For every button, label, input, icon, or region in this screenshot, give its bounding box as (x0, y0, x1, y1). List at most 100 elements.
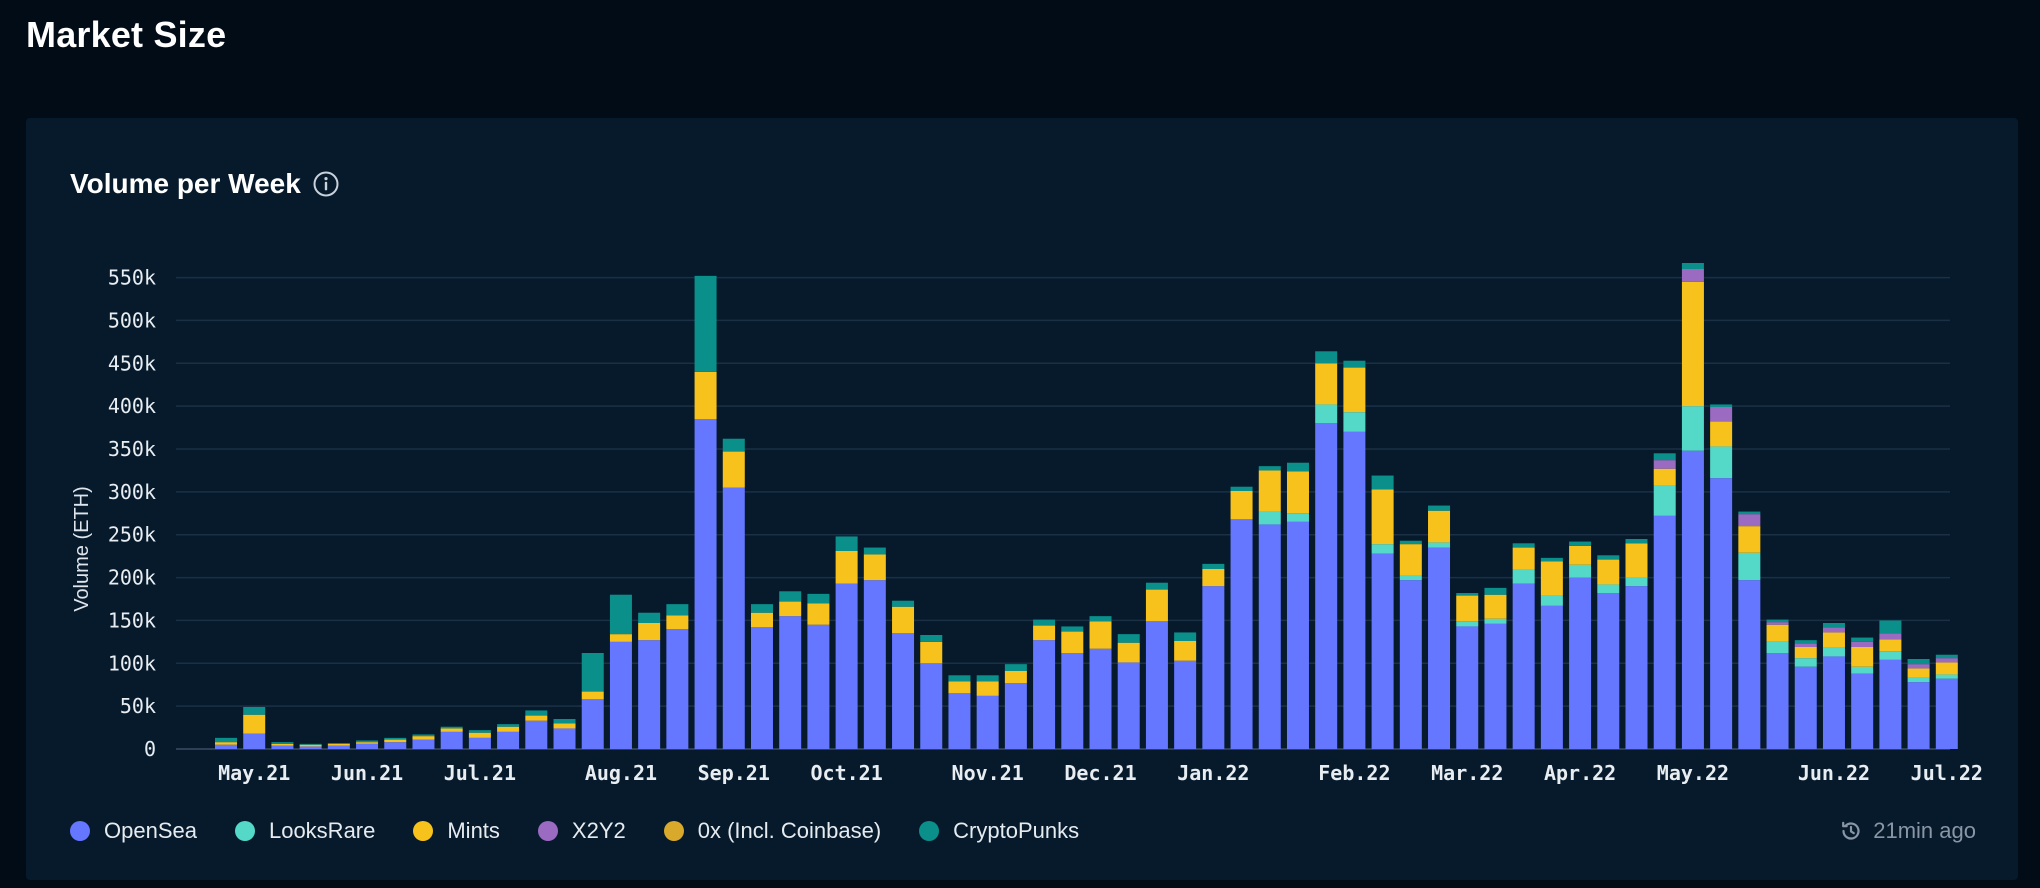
bar-segment-cryptopunks (1145, 582, 1168, 590)
legend-item[interactable]: 0x (Incl. Coinbase) (663, 818, 881, 844)
bar-segment-looksrare (1710, 446, 1733, 479)
legend-item[interactable]: Mints (413, 818, 500, 844)
chart-title: Volume per Week (70, 168, 339, 200)
clock-history-icon (1842, 821, 1860, 840)
bar-segment-cryptopunks (638, 612, 661, 623)
bar-segment-cryptopunks (1484, 587, 1507, 595)
bar-segment-mints (976, 681, 999, 696)
x-tick-label: Jan.22 (1177, 761, 1249, 785)
bar-segment-mints (327, 743, 350, 746)
bar-segment-mints (1315, 363, 1338, 405)
bar-segment-mints (638, 623, 661, 641)
bar-segment-mints (920, 641, 943, 664)
bar-segment-opensea (553, 728, 576, 749)
bar-segment-cryptopunks (1794, 640, 1817, 644)
x-tick-label: Jul.21 (444, 761, 516, 785)
bar-segment-opensea (807, 624, 830, 749)
bar-segment-mints (948, 681, 971, 694)
bar-segment-opensea (750, 627, 773, 749)
legend-swatch (537, 821, 558, 841)
chart-card: Volume per Week 0 50k 100k 150k 200k 250k 300k… (26, 118, 2018, 880)
bar-segment-mints (1089, 621, 1112, 649)
bar-segment-mints (440, 728, 463, 732)
bar-segment-cryptopunks (271, 742, 294, 744)
bar-segment-looksrare (1794, 658, 1817, 667)
legend-item[interactable]: CryptoPunks (919, 818, 1079, 844)
bar-segment-mints (1428, 510, 1451, 543)
bar-segment-x2y2 (1879, 633, 1902, 640)
bar-segment-cryptopunks (1399, 540, 1422, 545)
bar-segment-opensea (1484, 623, 1507, 749)
bar-segment-opensea (243, 733, 266, 749)
bar-segment-mints (807, 603, 830, 625)
bar-segment-looksrare (1258, 511, 1281, 525)
bar-segment-looksrare (1653, 485, 1676, 516)
bar-segment-opensea (1371, 553, 1394, 749)
bar-segment-mints (1766, 624, 1789, 642)
bar-segment-opensea (1315, 423, 1338, 749)
bar-segment-cryptopunks (1174, 632, 1197, 641)
bar-segment-cryptopunks (1202, 563, 1225, 569)
bar-segment-opensea (1710, 478, 1733, 749)
bar-segment-opensea (1738, 580, 1761, 749)
bar-segment-mints (1004, 671, 1027, 683)
bar-segment-looksrare (1822, 647, 1845, 657)
bar-segment-looksrare (1907, 677, 1930, 683)
bar-segment-opensea (976, 695, 999, 749)
info-icon[interactable] (313, 171, 339, 197)
bar-segment-cryptopunks (497, 724, 520, 727)
bar-segment-opensea (1230, 519, 1253, 749)
bar-segment-opensea (384, 742, 407, 749)
bar-segment-cryptopunks (948, 675, 971, 682)
x-tick-label: Sep.21 (698, 761, 770, 785)
legend-swatch (413, 821, 434, 841)
y-tick-label: 150k (108, 608, 156, 632)
bar-segment-mints (1286, 471, 1309, 514)
bar-segment-opensea (1822, 656, 1845, 749)
bar-segment-mints (1681, 281, 1704, 407)
legend-item[interactable]: X2Y2 (537, 818, 626, 844)
y-tick-label: 350k (108, 437, 156, 461)
bar-segment-x2y2 (1681, 269, 1704, 282)
bar-segment-mints (1145, 589, 1168, 622)
x-tick-label: Aug.21 (585, 761, 657, 785)
bar-segment-cryptopunks (835, 536, 858, 551)
bar-segment-looksrare (1286, 513, 1309, 522)
bar-segment-opensea (1569, 577, 1592, 749)
x-tick-label: Jul.22 (1911, 761, 1983, 785)
bar-segment-looksrare (1399, 575, 1422, 581)
bar-segment-mints (299, 744, 322, 747)
bar-segment-looksrare (1597, 584, 1620, 593)
bar-segment-cryptopunks (807, 593, 830, 604)
bar-segment-mints (1569, 545, 1592, 565)
bar-segment-opensea (948, 693, 971, 749)
bar-segment-cryptopunks (468, 730, 491, 733)
bar-segment-opensea (1879, 659, 1902, 749)
bar-segment-mints (1258, 470, 1281, 512)
legend-swatch (919, 821, 940, 841)
bar-segment-opensea (1061, 653, 1084, 749)
bar-segment-mints (1625, 543, 1648, 578)
legend-item[interactable]: OpenSea (70, 818, 197, 844)
x-tick-label: Mar.22 (1431, 761, 1503, 785)
bar-segment-looksrare (1540, 595, 1563, 606)
bar-segment-mints (1710, 421, 1733, 447)
bar-segment-cryptopunks (694, 275, 717, 372)
bar-segment-opensea (412, 739, 435, 749)
bar-segment-looksrare (1315, 404, 1338, 424)
bar-segment-cryptopunks (1428, 505, 1451, 511)
bar-segment-cryptopunks (412, 734, 435, 737)
bar-segment-mints (694, 371, 717, 419)
y-tick-label: 300k (108, 480, 156, 504)
legend-item[interactable]: LooksRare (234, 818, 375, 844)
bar-segment-opensea (779, 616, 802, 749)
bar-segment-cryptopunks (525, 710, 548, 716)
x-tick-label: Apr.22 (1544, 761, 1616, 785)
bar-segment-mints (1343, 367, 1366, 413)
bar-segment-mints (215, 742, 237, 745)
bar-segment-mints (468, 732, 491, 738)
bar-segment-opensea (609, 641, 632, 749)
bar-segment-looksrare (1456, 621, 1479, 627)
bar-segment-opensea (1681, 450, 1704, 749)
legend-swatch (70, 821, 90, 841)
